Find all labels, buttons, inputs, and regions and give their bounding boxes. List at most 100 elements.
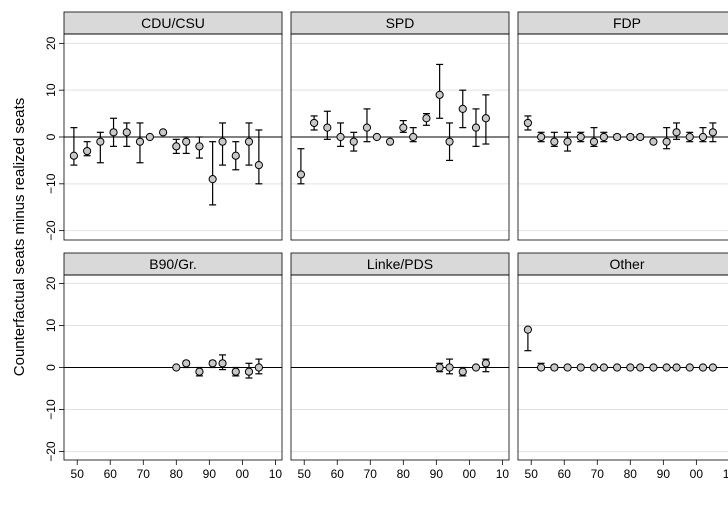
y-tick-label: −20 — [44, 441, 58, 462]
data-point — [626, 363, 635, 372]
data-point — [244, 367, 254, 376]
y-tick-label: 20 — [44, 36, 58, 50]
data-point — [708, 363, 717, 372]
data-point — [471, 123, 481, 132]
data-point — [182, 137, 191, 146]
data-point — [218, 137, 227, 146]
x-tick-label: 10 — [269, 467, 283, 481]
data-point — [563, 137, 572, 146]
data-point — [172, 142, 181, 151]
data-point — [208, 359, 217, 368]
panel-other: Other 50 60 70 80 90 00 10 — [517, 252, 728, 481]
x-tick-label: 80 — [170, 467, 184, 481]
data-point — [589, 137, 599, 146]
panel-frame — [517, 274, 728, 461]
y-tick-label: 0 — [44, 364, 58, 371]
x-tick-label: 00 — [463, 467, 477, 481]
x-tick-label: 50 — [525, 467, 539, 481]
panel-cdu-csu: CDU/CSU −20 −10 0 10 20 — [44, 11, 283, 241]
data-point — [435, 90, 444, 99]
data-point — [599, 363, 608, 372]
x-tick-label: 10 — [723, 467, 728, 481]
y-tick-label: 10 — [44, 318, 58, 332]
data-point — [685, 132, 694, 142]
data-point — [296, 170, 306, 179]
data-point — [218, 359, 227, 368]
panel-fdp: FDP — [517, 11, 728, 241]
x-tick-label: 00 — [690, 467, 704, 481]
data-point — [422, 114, 431, 123]
data-point — [385, 137, 395, 146]
panel-title: B90/Gr. — [149, 256, 196, 272]
data-point — [135, 137, 145, 146]
data-point — [145, 132, 154, 142]
data-point — [172, 363, 181, 372]
data-point — [244, 137, 254, 146]
panel-frame — [290, 274, 510, 461]
x-tick-label: 00 — [236, 467, 250, 481]
data-point — [471, 363, 481, 372]
panel-title: Other — [609, 256, 644, 272]
data-point — [254, 363, 263, 372]
data-point — [409, 132, 418, 142]
data-point — [445, 137, 454, 146]
panel-b90-gr: B90/Gr. −20 −10 0 10 20 50 60 70 80 90 00 10 — [44, 252, 283, 481]
data-point — [122, 128, 131, 137]
error-bar — [255, 129, 263, 185]
data-point — [626, 132, 635, 142]
data-point — [195, 367, 204, 376]
data-point — [599, 132, 608, 142]
data-point — [195, 142, 204, 151]
x-tick-label: 50 — [71, 467, 85, 481]
data-point — [231, 367, 240, 376]
panel-title: SPD — [386, 15, 415, 31]
panel-frame — [517, 33, 728, 241]
data-point — [636, 132, 645, 142]
data-point — [523, 325, 533, 334]
data-point — [481, 114, 490, 123]
data-point — [399, 123, 408, 132]
y-tick-label: 0 — [44, 133, 58, 140]
error-bar — [209, 141, 217, 206]
data-point — [708, 128, 717, 137]
data-point — [589, 363, 599, 372]
x-tick-label: 90 — [203, 467, 217, 481]
x-tick-label: 60 — [558, 467, 572, 481]
data-point — [662, 137, 671, 146]
y-tick-label: 20 — [44, 276, 58, 290]
x-tick-label: 70 — [591, 467, 605, 481]
data-point — [698, 132, 708, 142]
data-point — [445, 363, 454, 372]
data-point — [208, 175, 217, 184]
data-point — [672, 128, 681, 137]
data-point — [96, 137, 105, 146]
data-point — [109, 128, 118, 137]
x-tick-label: 60 — [331, 467, 345, 481]
x-tick-label: 80 — [624, 467, 638, 481]
data-point — [537, 132, 546, 142]
x-tick-label: 90 — [657, 467, 671, 481]
data-point — [323, 123, 332, 132]
data-point — [458, 367, 467, 376]
data-point — [336, 132, 345, 142]
data-point — [612, 132, 622, 142]
x-tick-label: 60 — [104, 467, 118, 481]
y-tick-label: −20 — [44, 220, 58, 241]
x-tick-label: 70 — [137, 467, 151, 481]
data-point — [435, 363, 444, 372]
data-point — [662, 363, 671, 372]
data-point — [576, 363, 585, 372]
y-tick-label: 10 — [44, 83, 58, 97]
data-point — [481, 359, 490, 368]
y-tick-label: −10 — [44, 173, 58, 194]
data-point — [612, 363, 622, 372]
data-point — [649, 363, 658, 372]
data-point — [563, 363, 572, 372]
data-point — [69, 151, 79, 160]
error-bar — [96, 131, 104, 164]
data-point — [254, 160, 263, 170]
x-tick-label: 90 — [430, 467, 444, 481]
data-point — [349, 137, 358, 146]
data-point — [685, 363, 694, 372]
